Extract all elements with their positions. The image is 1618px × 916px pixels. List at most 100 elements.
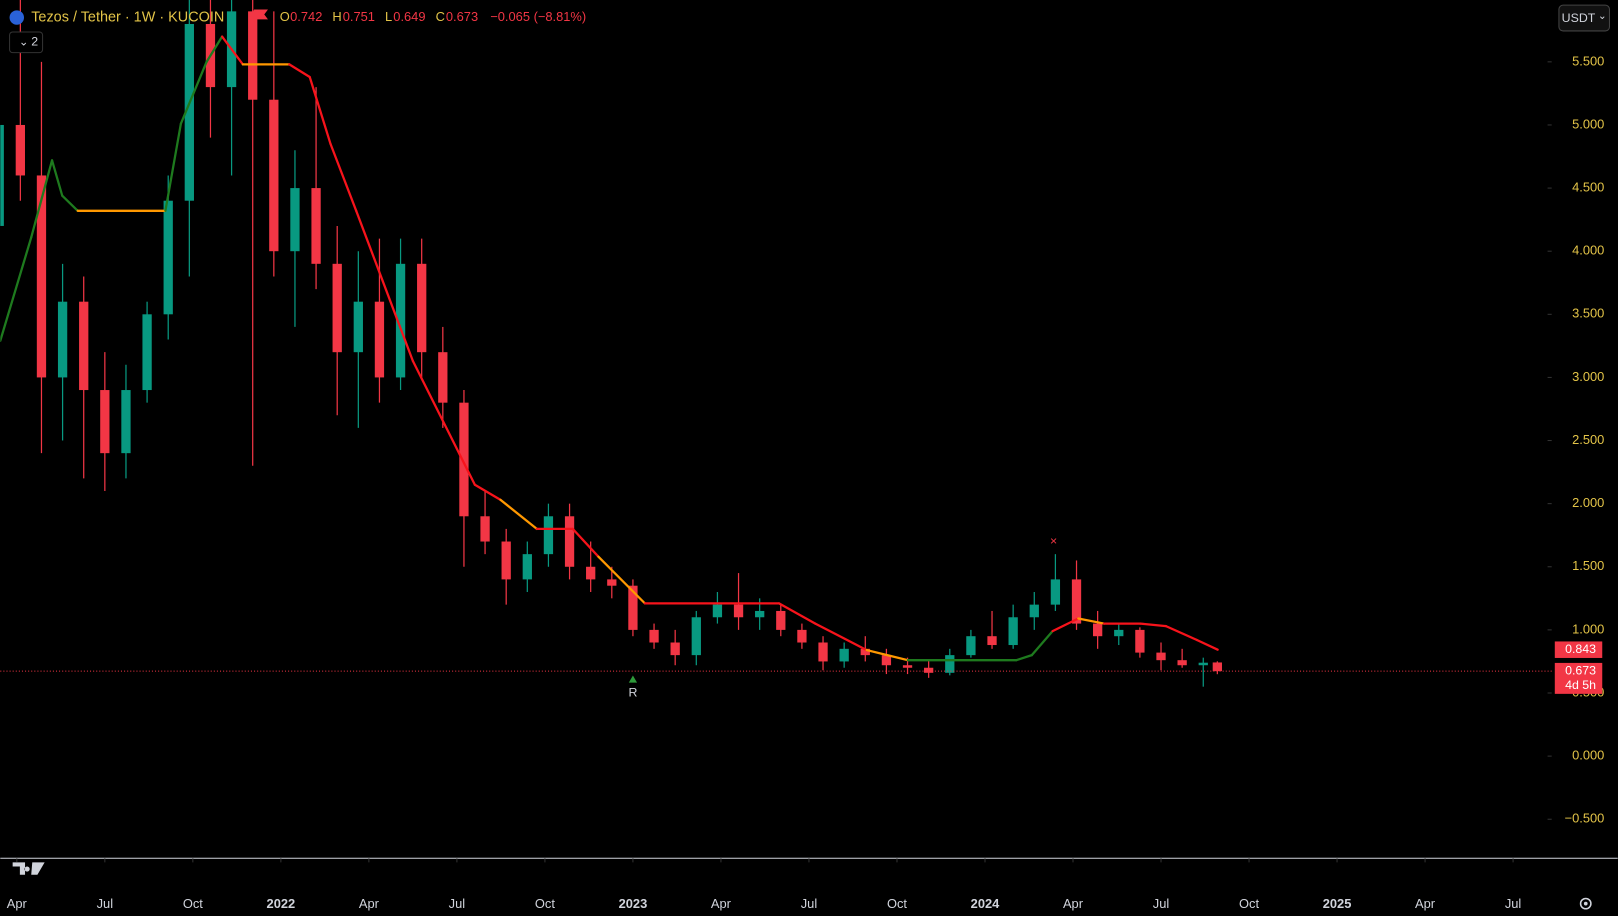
candle-body xyxy=(121,390,131,454)
candle-body xyxy=(902,665,913,668)
y-tick-label: 4.500 xyxy=(1572,179,1604,194)
x-tick-label: Jul xyxy=(1505,896,1521,911)
x-tick-label: Apr xyxy=(1415,896,1436,911)
ohlc-value: 0.673 xyxy=(446,9,478,24)
y-tick-label: 2.000 xyxy=(1572,495,1604,510)
candle-body xyxy=(163,200,173,315)
x-tick-label: Jul xyxy=(97,896,113,911)
candle-body xyxy=(839,648,849,662)
candle-body xyxy=(543,516,554,555)
indicator-line xyxy=(1051,617,1080,633)
indicator-line xyxy=(814,622,868,652)
y-tick-label: 3.000 xyxy=(1572,369,1604,384)
indicator-price-tag xyxy=(1554,641,1603,658)
x-tick-label: Oct xyxy=(183,896,203,911)
candle-body xyxy=(374,301,385,378)
candle-body xyxy=(100,390,110,454)
y-tick-label: 0.000 xyxy=(1572,748,1604,763)
x-tick-label: Apr xyxy=(359,896,380,911)
x-tick-label: Jul xyxy=(801,896,817,911)
last-price: 0.673 xyxy=(1565,663,1596,677)
chevron: ⌄ xyxy=(1598,11,1607,22)
indicator-line xyxy=(308,75,332,146)
x-tick-label: Jul xyxy=(449,896,465,911)
candle-body xyxy=(649,629,659,643)
candle-body xyxy=(395,263,406,378)
candle-body xyxy=(311,188,321,264)
indicator-line xyxy=(30,159,54,239)
candle-body xyxy=(1198,662,1208,666)
candle-body xyxy=(438,352,448,403)
indicator-toggle[interactable] xyxy=(9,31,44,54)
x-tick-label: Oct xyxy=(1239,896,1259,911)
candle-body xyxy=(269,99,279,252)
flag-icon[interactable] xyxy=(253,9,268,26)
indicator-line xyxy=(1195,638,1219,651)
candle-body xyxy=(607,579,617,586)
candle-body xyxy=(1135,629,1145,653)
indicator-line xyxy=(355,209,415,363)
chart-title: Tezos / Tether · 1W · KUCOIN xyxy=(31,9,224,25)
candle-body xyxy=(79,301,89,391)
indicator-line xyxy=(1030,630,1054,657)
indicator-line xyxy=(329,142,358,212)
indicator-line xyxy=(50,159,64,197)
indicator-line xyxy=(1077,617,1106,625)
ohlc-label: H xyxy=(332,9,341,24)
x-tick-label: 2022 xyxy=(267,896,296,911)
indicator-line xyxy=(473,483,502,502)
candle-body xyxy=(1114,629,1124,637)
candle-body xyxy=(332,263,342,353)
currency-button[interactable] xyxy=(1558,4,1610,32)
y-tick-label: −0.500 xyxy=(1565,811,1605,826)
y-tick-label: 1.000 xyxy=(1572,621,1604,636)
x-tick-label: 2023 xyxy=(619,896,648,911)
y-tick-label: 5.500 xyxy=(1572,53,1604,68)
candle-body xyxy=(564,516,575,567)
indicator-line xyxy=(1015,653,1033,662)
candle-body xyxy=(248,11,258,100)
indicator-price: 0.843 xyxy=(1565,642,1596,656)
annotation: R xyxy=(628,685,637,699)
candle-body xyxy=(586,566,596,580)
indicator-line xyxy=(865,648,910,662)
candle-body xyxy=(691,617,701,656)
y-tick-label: 4.000 xyxy=(1572,243,1604,258)
countdown: 4d 5h xyxy=(1565,678,1596,692)
indicator-line xyxy=(288,63,311,79)
candle-body xyxy=(57,301,68,378)
ohlc-label: L xyxy=(385,9,392,24)
ohlc-value: 0.751 xyxy=(343,9,375,24)
candle-body xyxy=(501,541,511,580)
signal-marker xyxy=(628,675,638,683)
candle-body xyxy=(1008,617,1018,646)
x-tick-label: Apr xyxy=(7,896,28,911)
candle-body xyxy=(860,648,870,656)
indicator-line xyxy=(0,236,33,342)
candle-body xyxy=(1071,579,1082,624)
indicator-line xyxy=(205,35,224,63)
price-tag xyxy=(1554,662,1603,694)
indicator-line xyxy=(411,359,476,486)
indicator-line xyxy=(179,60,208,125)
plot-area xyxy=(0,0,1222,687)
indicator-line xyxy=(164,122,183,212)
ohlc-value: 0.649 xyxy=(393,9,425,24)
logo[interactable] xyxy=(12,862,45,875)
candle-body xyxy=(987,636,997,646)
ohlc-label: O xyxy=(280,9,290,24)
candle-body xyxy=(966,636,976,656)
settings-icon[interactable] xyxy=(1579,897,1592,910)
candle-body xyxy=(1212,662,1222,672)
x-tick-label: Oct xyxy=(887,896,907,911)
candle-body xyxy=(480,516,490,542)
candle-body xyxy=(459,402,469,517)
settings-icon-center xyxy=(1583,901,1588,906)
x-tick-label: Jul xyxy=(1153,896,1169,911)
x-tick-label: Apr xyxy=(1063,896,1084,911)
indicator-line xyxy=(777,602,817,625)
ohlc-value: 0.742 xyxy=(290,9,322,24)
